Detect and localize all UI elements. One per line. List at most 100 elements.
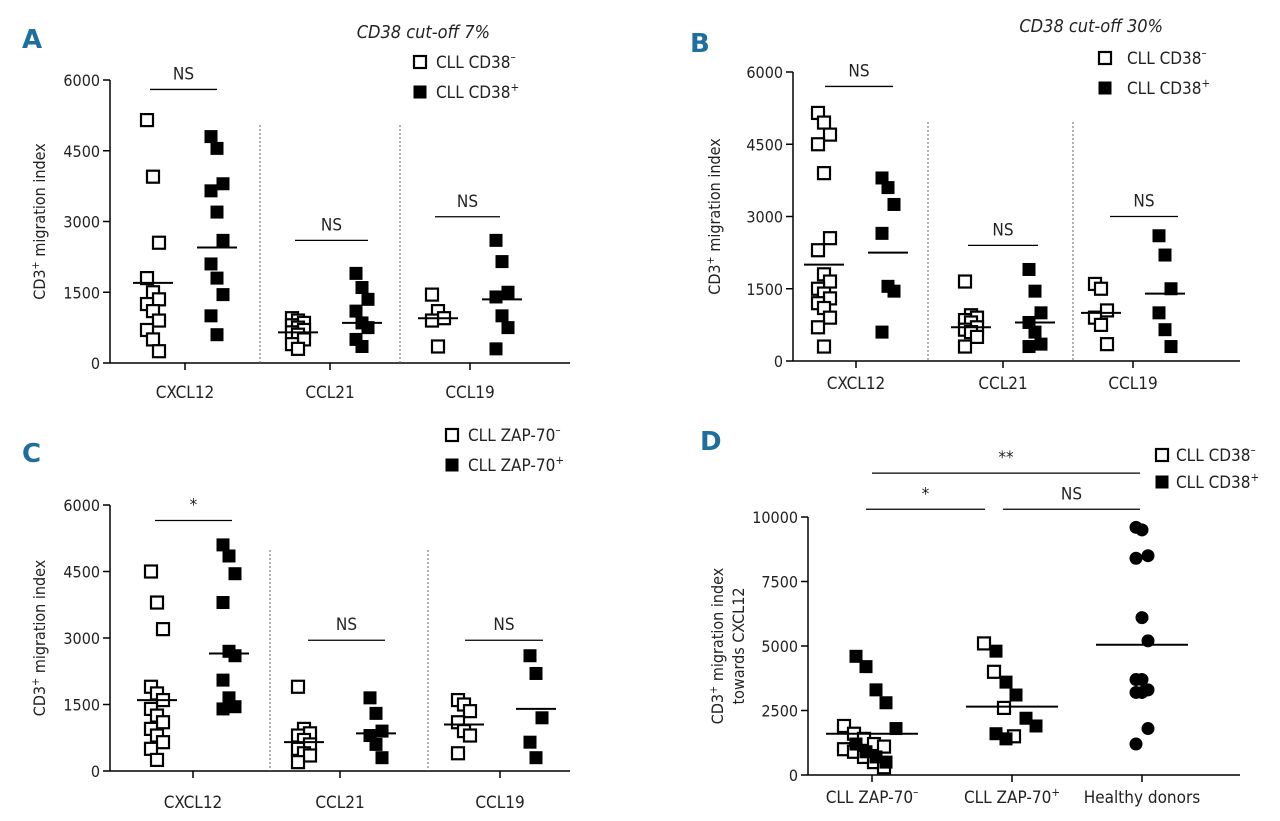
- y-axis-label-rest: migration index: [30, 559, 49, 677]
- significance-label: NS: [173, 64, 194, 84]
- legend-label: CLL CD38–: [436, 50, 516, 73]
- data-point: [376, 725, 388, 737]
- data-point: [1130, 552, 1143, 565]
- data-point: [876, 227, 888, 239]
- data-point: [217, 539, 229, 551]
- data-point: [1153, 307, 1165, 319]
- y-tick-label: 4500: [746, 135, 783, 154]
- data-point: [370, 738, 382, 750]
- legend-label: CLL ZAP-70+: [468, 453, 564, 476]
- data-point: [959, 276, 971, 288]
- data-point: [464, 730, 476, 742]
- data-point: [157, 736, 169, 748]
- category-label: CLL ZAP-70+: [964, 785, 1060, 808]
- data-point: [304, 749, 316, 761]
- category-label-main: Healthy donors: [1084, 788, 1201, 808]
- y-axis-label-sup: +: [704, 256, 717, 264]
- data-point: [502, 322, 514, 334]
- data-point: [1136, 686, 1149, 699]
- data-point: [876, 326, 888, 338]
- y-axis-label: CD3+ migration index: [29, 143, 49, 300]
- data-point: [1029, 326, 1041, 338]
- data-point: [151, 597, 163, 609]
- data-point: [147, 171, 159, 183]
- y-tick-label: 4500: [63, 142, 100, 161]
- panel-letter: B: [690, 29, 710, 59]
- data-point: [223, 550, 235, 562]
- y-tick-label: 0: [91, 762, 100, 781]
- data-point: [350, 305, 362, 317]
- data-point: [1095, 283, 1107, 295]
- y-tick-label: 6000: [746, 63, 783, 82]
- legend-marker: [1099, 52, 1111, 64]
- data-point: [818, 117, 830, 129]
- y-axis-label-sup: +: [29, 678, 42, 686]
- data-point: [145, 566, 157, 578]
- legend-label-main: CLL CD38: [1127, 79, 1202, 99]
- data-point: [229, 650, 241, 662]
- data-point: [356, 282, 368, 294]
- data-point: [812, 138, 824, 150]
- data-point: [971, 331, 983, 343]
- data-point: [959, 341, 971, 353]
- legend-label-main: CLL ZAP-70: [468, 456, 555, 476]
- data-point: [292, 756, 304, 768]
- y-axis-label-line2: towards CXCL12: [729, 587, 748, 704]
- significance-label: NS: [336, 615, 357, 635]
- data-point: [1035, 338, 1047, 350]
- significance-label: NS: [457, 192, 478, 212]
- data-point: [1136, 523, 1149, 536]
- data-point: [496, 256, 508, 268]
- data-point: [157, 623, 169, 635]
- data-point: [211, 272, 223, 284]
- legend-label: CLL CD38+: [1176, 470, 1259, 493]
- legend-label: CLL ZAP-70–: [468, 423, 561, 446]
- y-tick-label: 1500: [63, 696, 100, 715]
- data-point: [1136, 611, 1149, 624]
- y-tick-label: 3000: [63, 213, 100, 232]
- data-point: [536, 712, 548, 724]
- data-point: [217, 178, 229, 190]
- y-axis-label-rest: migration index: [30, 143, 49, 261]
- category-label: CXCL12: [164, 793, 223, 813]
- legend-label-sup: +: [1251, 470, 1260, 484]
- data-point: [1165, 341, 1177, 353]
- data-point: [1030, 720, 1042, 732]
- data-point: [205, 131, 217, 143]
- significance-label: NS: [848, 61, 869, 81]
- data-point: [824, 276, 836, 288]
- data-point: [824, 312, 836, 324]
- legend-label-sup: –: [1202, 46, 1207, 60]
- legend-marker: [1099, 82, 1111, 94]
- significance-label: *: [190, 496, 198, 516]
- legend-marker: [1156, 476, 1168, 488]
- legend-label-main: CLL ZAP-70: [468, 426, 555, 446]
- figure-canvas: A CD38 cut-off 7%01500300045006000CD3+ mi…: [0, 0, 1280, 821]
- data-point: [356, 340, 368, 352]
- legend-label-sup: +: [555, 453, 564, 467]
- data-point: [1101, 304, 1113, 316]
- category-label: CXCL12: [827, 374, 886, 394]
- legend-marker: [446, 459, 458, 471]
- data-point: [990, 645, 1002, 657]
- data-point: [1153, 230, 1165, 242]
- y-tick-label: 0: [91, 354, 100, 373]
- legend-label: CLL CD38+: [436, 80, 519, 103]
- y-tick-label: 6000: [63, 496, 100, 515]
- y-axis-label-main: CD3: [708, 694, 727, 724]
- y-tick-label: 2500: [761, 702, 798, 721]
- legend-marker: [414, 56, 426, 68]
- y-axis-label: CD3+ migration index: [704, 138, 724, 295]
- legend-label: CLL CD38–: [1176, 443, 1256, 466]
- panel-d: D025005000750010000CD3+ migration index t…: [700, 427, 1259, 808]
- y-tick-label: 10000: [752, 508, 798, 527]
- y-tick-label: 3000: [746, 208, 783, 227]
- data-point: [217, 703, 229, 715]
- data-point: [1130, 738, 1143, 751]
- data-point: [1101, 338, 1113, 350]
- data-point: [502, 286, 514, 298]
- data-point: [1010, 689, 1022, 701]
- data-point: [426, 315, 438, 327]
